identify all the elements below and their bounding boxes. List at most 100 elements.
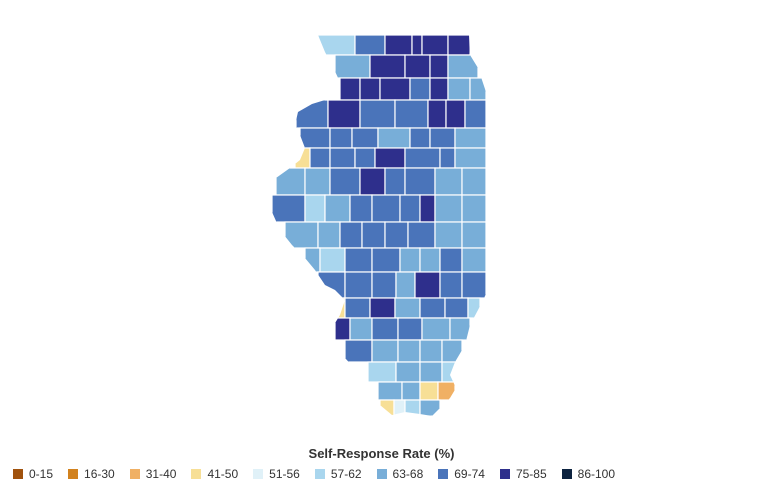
county-region[interactable]	[447, 77, 471, 101]
county-region[interactable]	[401, 381, 421, 401]
county-region[interactable]	[429, 54, 449, 79]
county-region[interactable]	[371, 194, 401, 223]
county-region[interactable]	[319, 247, 346, 273]
county-region[interactable]	[461, 247, 487, 273]
county-region[interactable]	[354, 35, 386, 56]
county-region[interactable]	[469, 77, 487, 101]
county-region[interactable]	[464, 99, 487, 129]
county-region[interactable]	[295, 99, 329, 129]
county-region[interactable]	[369, 54, 406, 79]
county-region[interactable]	[284, 221, 319, 249]
county-region[interactable]	[407, 221, 436, 249]
county-region[interactable]	[384, 167, 406, 196]
county-region[interactable]	[454, 147, 487, 169]
county-region[interactable]	[329, 147, 356, 169]
county-region[interactable]	[411, 35, 423, 56]
county-region[interactable]	[439, 271, 463, 299]
county-region[interactable]	[437, 381, 456, 401]
county-region[interactable]	[447, 54, 479, 79]
county-region[interactable]	[441, 339, 463, 363]
county-region[interactable]	[404, 54, 431, 79]
county-region[interactable]	[339, 221, 363, 249]
county-region[interactable]	[379, 77, 411, 101]
county-region[interactable]	[371, 271, 397, 299]
county-region[interactable]	[339, 77, 361, 101]
county-region[interactable]	[384, 221, 409, 249]
county-region[interactable]	[371, 317, 399, 341]
county-region[interactable]	[354, 147, 376, 169]
county-region[interactable]	[394, 297, 421, 319]
county-region[interactable]	[359, 99, 396, 129]
county-region[interactable]	[421, 35, 449, 56]
county-region[interactable]	[444, 297, 469, 319]
county-region[interactable]	[395, 271, 416, 299]
county-region[interactable]	[327, 99, 361, 129]
county-region[interactable]	[409, 77, 431, 101]
county-region[interactable]	[461, 271, 487, 299]
county-region[interactable]	[419, 247, 441, 273]
county-region[interactable]	[359, 77, 381, 101]
county-region[interactable]	[439, 147, 456, 169]
county-region[interactable]	[344, 339, 373, 363]
county-region[interactable]	[349, 194, 373, 223]
county-region[interactable]	[317, 35, 356, 56]
county-region[interactable]	[419, 361, 443, 383]
county-region[interactable]	[419, 339, 443, 363]
county-region[interactable]	[317, 271, 346, 299]
county-region[interactable]	[404, 399, 421, 416]
county-region[interactable]	[434, 221, 463, 249]
county-region[interactable]	[397, 317, 423, 341]
county-region[interactable]	[399, 194, 421, 223]
county-region[interactable]	[427, 99, 447, 129]
county-region[interactable]	[334, 317, 351, 341]
county-region[interactable]	[454, 127, 487, 149]
county-region[interactable]	[461, 221, 487, 249]
county-region[interactable]	[429, 77, 449, 101]
county-region[interactable]	[344, 297, 371, 319]
county-region[interactable]	[461, 194, 487, 223]
county-region[interactable]	[404, 167, 436, 196]
county-region[interactable]	[449, 317, 471, 341]
county-region[interactable]	[317, 221, 341, 249]
county-region[interactable]	[397, 339, 421, 363]
county-region[interactable]	[467, 297, 481, 319]
county-region[interactable]	[447, 35, 471, 56]
county-region[interactable]	[394, 99, 429, 129]
county-region[interactable]	[344, 271, 373, 299]
county-region[interactable]	[351, 127, 379, 149]
county-region[interactable]	[367, 361, 397, 383]
county-region[interactable]	[441, 361, 459, 383]
county-region[interactable]	[329, 127, 353, 149]
county-region[interactable]	[349, 317, 373, 341]
county-region[interactable]	[329, 167, 361, 196]
county-region[interactable]	[369, 297, 396, 319]
county-region[interactable]	[344, 247, 373, 273]
county-region[interactable]	[461, 167, 487, 196]
county-region[interactable]	[371, 339, 399, 363]
county-region[interactable]	[445, 99, 466, 129]
county-region[interactable]	[419, 297, 446, 319]
county-region[interactable]	[434, 194, 463, 223]
county-region[interactable]	[304, 167, 331, 196]
county-region[interactable]	[294, 147, 311, 169]
county-region[interactable]	[304, 247, 321, 273]
county-region[interactable]	[324, 194, 351, 223]
county-region[interactable]	[439, 247, 463, 273]
county-region[interactable]	[371, 247, 401, 273]
county-region[interactable]	[419, 399, 441, 416]
county-region[interactable]	[399, 247, 421, 273]
county-region[interactable]	[419, 194, 436, 223]
county-region[interactable]	[414, 271, 441, 299]
county-region[interactable]	[429, 127, 456, 149]
county-region[interactable]	[419, 381, 439, 401]
county-region[interactable]	[299, 127, 331, 149]
county-region[interactable]	[409, 127, 431, 149]
county-region[interactable]	[334, 297, 346, 319]
county-region[interactable]	[309, 147, 331, 169]
county-region[interactable]	[421, 317, 451, 341]
county-region[interactable]	[334, 54, 371, 79]
county-region[interactable]	[393, 399, 406, 416]
county-region[interactable]	[434, 167, 463, 196]
county-region[interactable]	[384, 35, 413, 56]
county-region[interactable]	[359, 167, 386, 196]
